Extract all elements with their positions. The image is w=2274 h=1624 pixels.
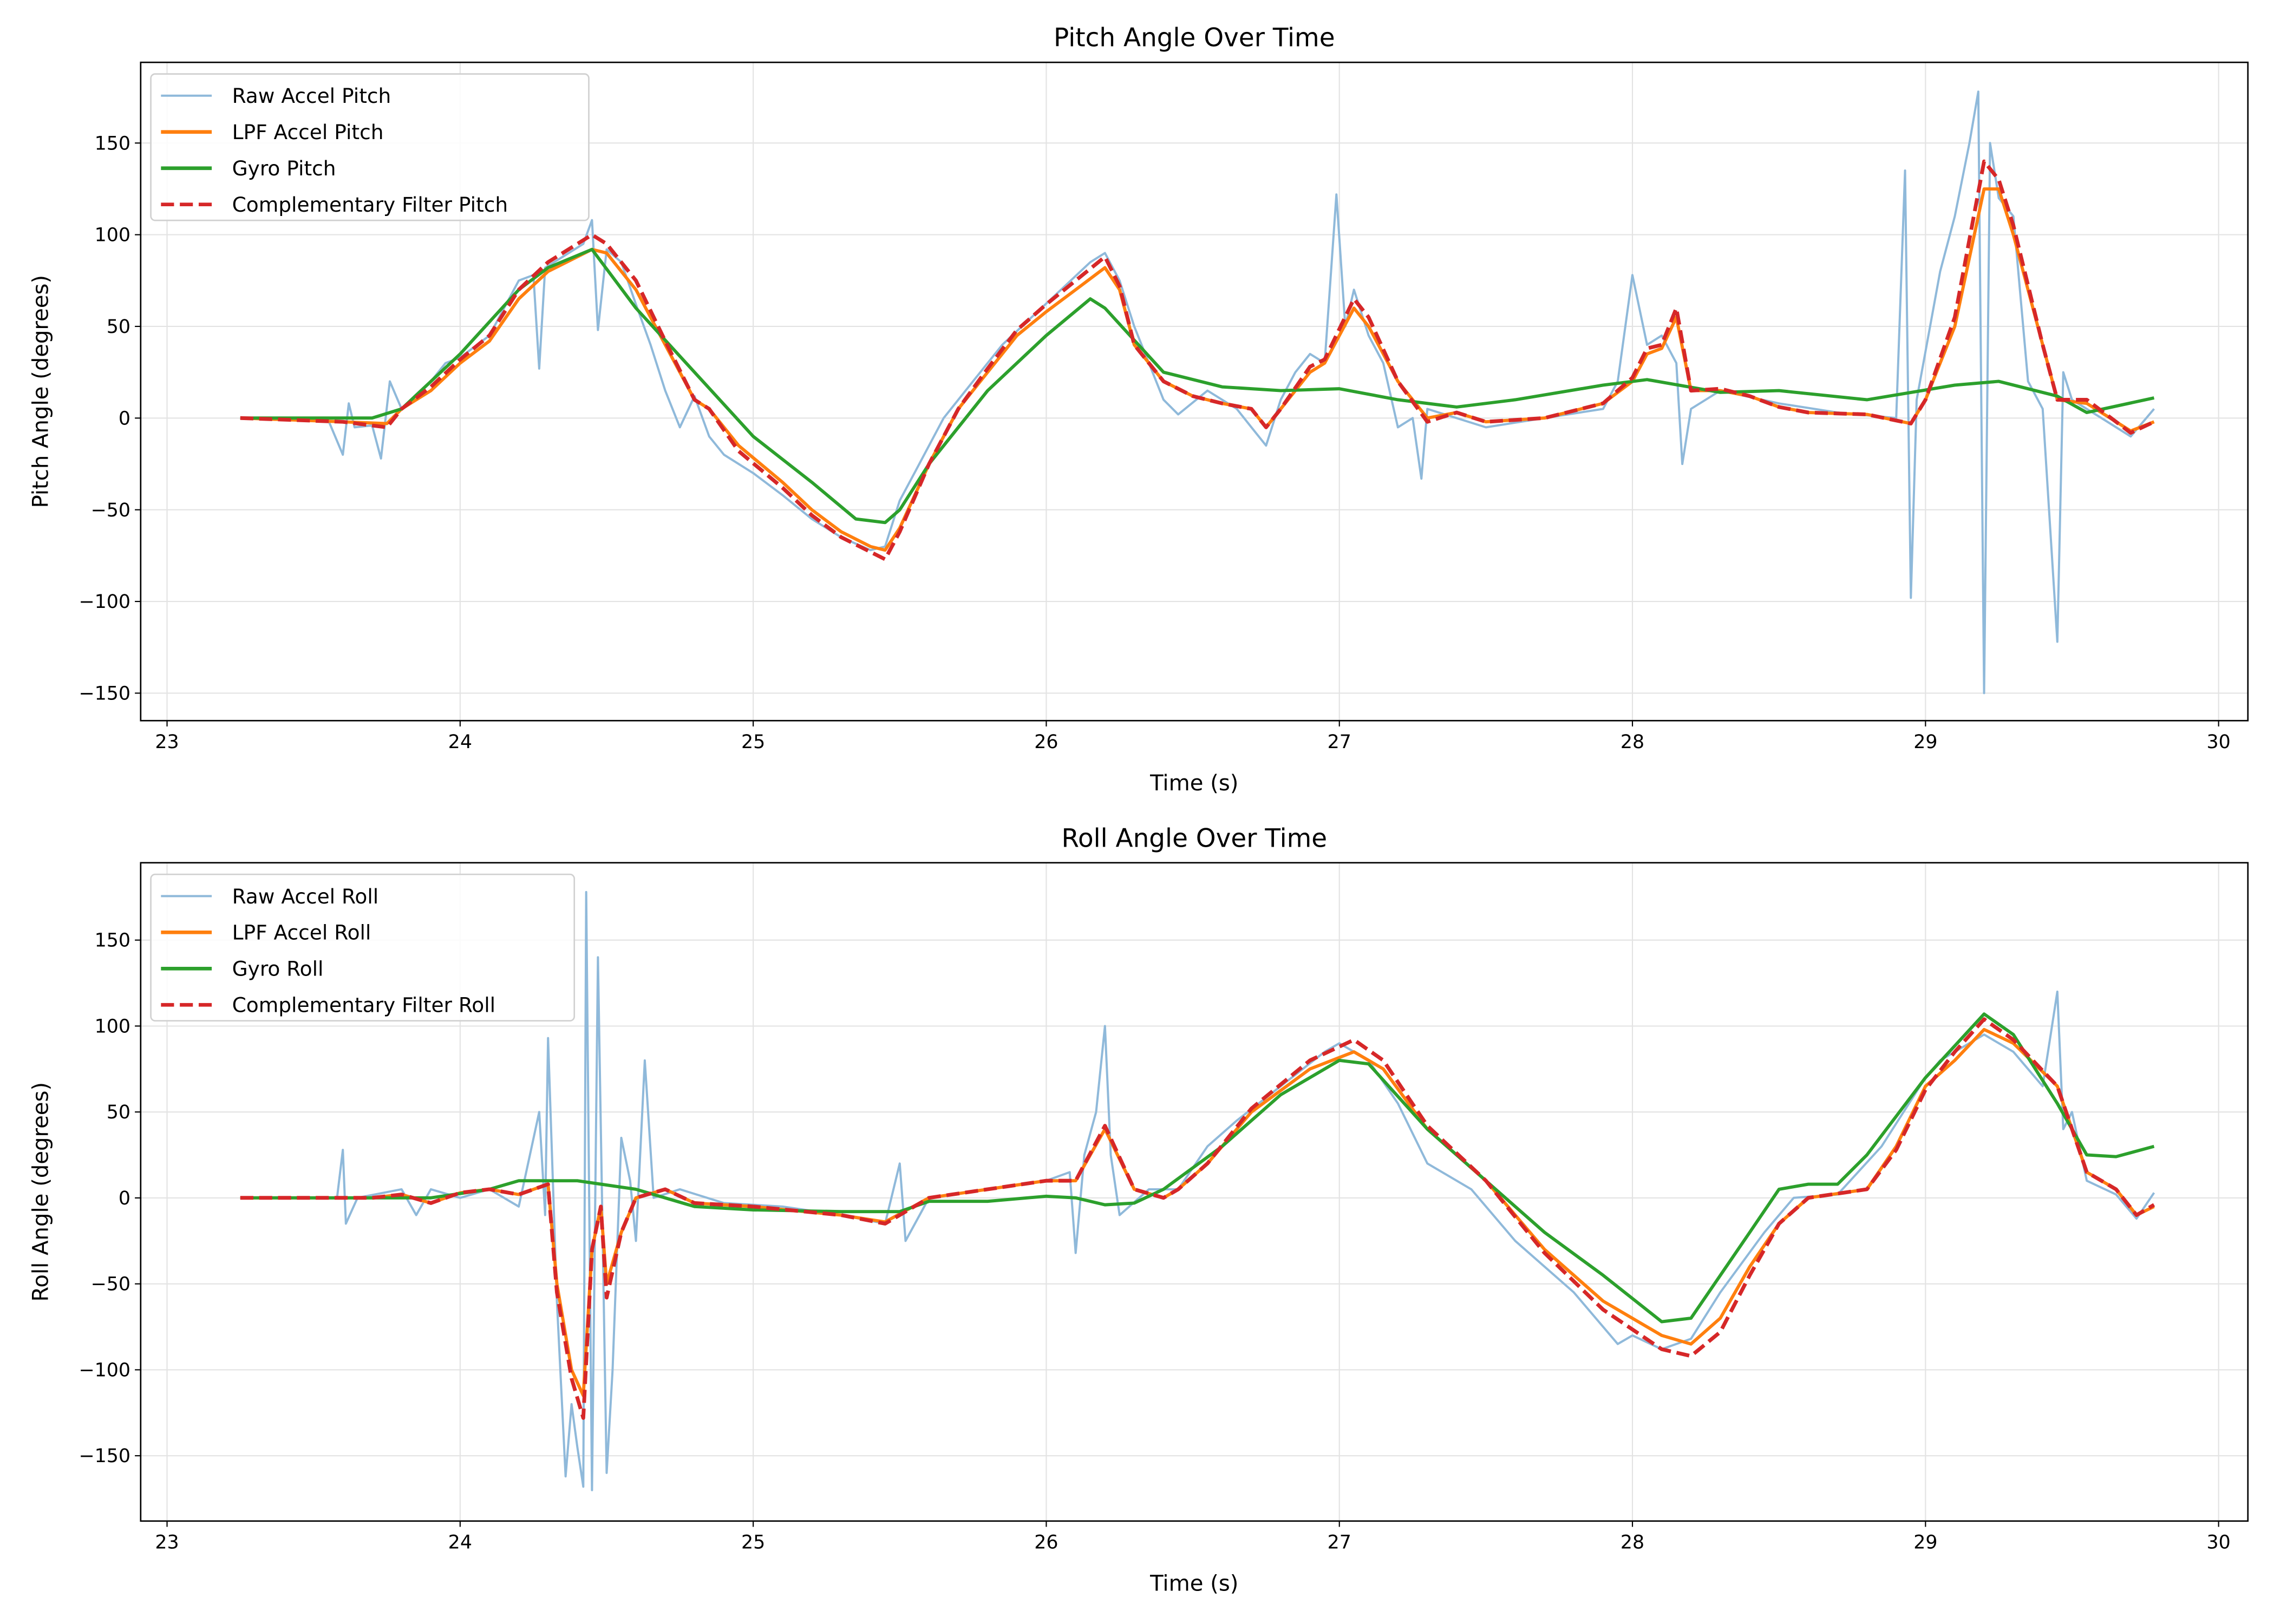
y-axis-label: Roll Angle (degrees) — [28, 1082, 53, 1302]
x-axis-label: Time (s) — [1149, 1571, 1238, 1596]
legend-label: Complementary Filter Roll — [232, 993, 495, 1017]
y-tick-label: 0 — [119, 1188, 130, 1209]
x-tick-label: 29 — [1913, 731, 1937, 753]
x-tick-label: 27 — [1328, 731, 1351, 753]
y-tick-label: −100 — [79, 591, 130, 613]
legend-label: Complementary Filter Pitch — [232, 193, 508, 217]
series-line-complementary-filter-pitch — [240, 159, 2155, 561]
legend-label: Gyro Pitch — [232, 156, 336, 180]
x-tick-label: 30 — [2206, 1532, 2230, 1554]
series-line-raw-accel-pitch — [240, 90, 2155, 695]
x-axis-label: Time (s) — [1149, 771, 1238, 796]
legend-label: Gyro Roll — [232, 957, 324, 981]
x-tick-label: 26 — [1034, 1532, 1058, 1554]
legend-label: Raw Accel Roll — [232, 885, 379, 908]
y-tick-label: 0 — [119, 408, 130, 429]
legend-label: LPF Accel Roll — [232, 921, 371, 945]
axes-frame — [140, 862, 2249, 1522]
chart-title: Roll Angle Over Time — [1062, 823, 1328, 853]
chart-title: Pitch Angle Over Time — [1054, 23, 1335, 53]
x-tick-label: 28 — [1620, 731, 1644, 753]
x-tick-label: 26 — [1034, 731, 1058, 753]
x-tick-label: 25 — [741, 1532, 765, 1554]
series-line-complementary-filter-roll — [240, 1017, 2155, 1420]
series-line-gyro-roll — [240, 1012, 2155, 1324]
y-tick-label: −100 — [79, 1359, 130, 1381]
x-tick-label: 29 — [1913, 1532, 1937, 1554]
roll-chart: 23 24 25 26 27 28 29 30 −150 −100 −50 0 50 100 150 Roll… — [28, 823, 2249, 1596]
y-tick-label: −150 — [79, 683, 130, 704]
y-axis-label: Pitch Angle (degrees) — [28, 275, 53, 508]
x-tick-label: 25 — [741, 731, 765, 753]
series-line-gyro-pitch — [240, 247, 2155, 525]
y-tick-label: 100 — [95, 1016, 130, 1037]
x-tick-label: 28 — [1620, 1532, 1644, 1554]
y-tick-label: −50 — [91, 500, 130, 521]
axes-frame — [140, 61, 2249, 722]
series-line-lpf-accel-pitch — [240, 187, 2155, 552]
legend: Raw Accel Pitch LPF Accel Pitch Gyro Pitch… — [150, 73, 590, 221]
x-tick-label: 24 — [448, 1532, 472, 1554]
y-tick-label: −150 — [79, 1445, 130, 1467]
legend: Raw Accel Roll LPF Accel Roll Gyro Roll Com… — [150, 873, 576, 1022]
y-tick-label: 150 — [95, 133, 130, 154]
x-tick-label: 30 — [2206, 731, 2230, 753]
x-tick-label: 27 — [1328, 1532, 1351, 1554]
x-tick-label: 23 — [155, 1532, 179, 1554]
y-tick-label: 50 — [107, 1102, 130, 1123]
pitch-chart: 23 24 25 26 27 28 29 30 −150 −100 −50 0 50 100 150 Pitc… — [28, 23, 2249, 796]
y-tick-label: 100 — [95, 225, 130, 246]
y-tick-label: −50 — [91, 1274, 130, 1295]
y-tick-label: 150 — [95, 930, 130, 952]
legend-label: LPF Accel Pitch — [232, 120, 384, 144]
series-line-lpf-accel-roll — [240, 1027, 2155, 1398]
x-tick-label: 24 — [448, 731, 472, 753]
x-tick-label: 23 — [155, 731, 179, 753]
legend-label: Raw Accel Pitch — [232, 84, 391, 108]
y-tick-label: 50 — [107, 316, 130, 338]
